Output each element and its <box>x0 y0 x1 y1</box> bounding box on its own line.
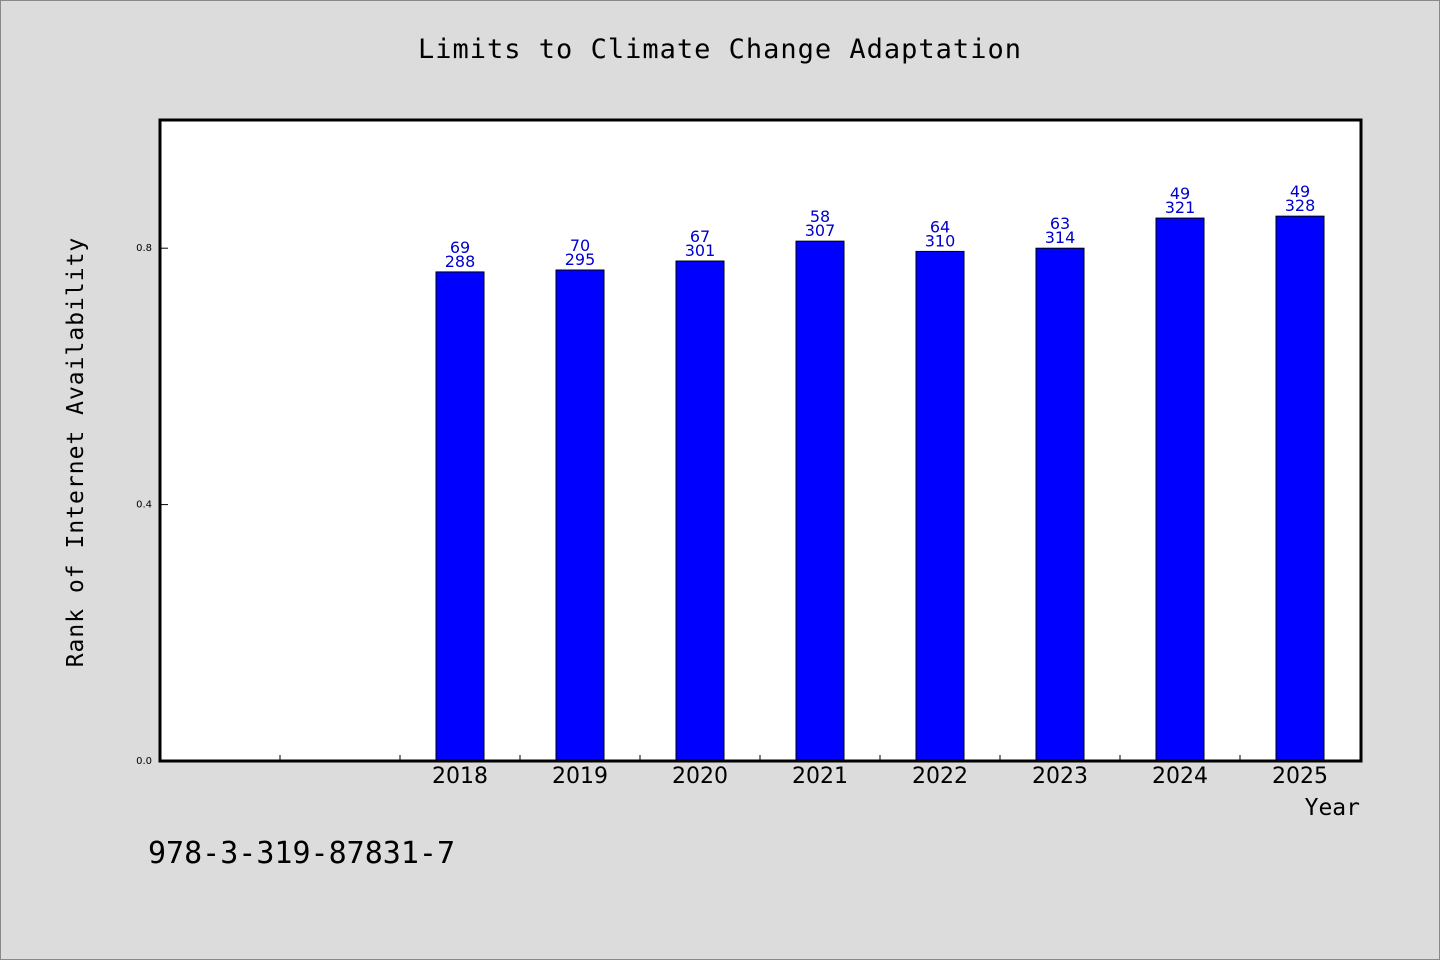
bar-label-top: 69 <box>450 238 470 257</box>
isbn-footnote: 978-3-319-87831-7 <box>148 836 456 871</box>
bar-label-top: 64 <box>930 217 950 236</box>
x-tick-label: 2023 <box>1032 764 1088 789</box>
bar-label-top: 58 <box>810 207 830 226</box>
bar <box>675 260 725 762</box>
chart-title: Limits to Climate Change Adaptation <box>418 34 1022 65</box>
bar <box>1275 215 1325 762</box>
x-tick-label: 2025 <box>1272 764 1328 789</box>
bar-label-top: 70 <box>570 236 590 255</box>
bar <box>555 269 605 762</box>
y-tick-label: 0.0 <box>136 756 152 767</box>
y-tick-label: 0.8 <box>136 243 152 254</box>
x-tick-label: 2021 <box>792 764 848 789</box>
x-tick-label: 2024 <box>1152 764 1208 789</box>
bar <box>1155 217 1205 762</box>
bar-label-bottom: 314 <box>1045 228 1076 247</box>
bar-label-bottom: 288 <box>445 252 476 271</box>
bar-label-bottom: 301 <box>685 241 716 260</box>
bar-label-top: 63 <box>1050 214 1070 233</box>
bar <box>795 240 845 762</box>
bar-label-top: 67 <box>690 227 710 246</box>
x-tick-label: 2022 <box>912 764 968 789</box>
bar-label-bottom: 295 <box>565 250 596 269</box>
bar <box>435 271 485 762</box>
bar <box>1035 247 1085 762</box>
bar-label-top: 49 <box>1290 182 1310 201</box>
plot-frame <box>158 118 1363 763</box>
bar-label-bottom: 321 <box>1165 198 1196 217</box>
bar-label-bottom: 328 <box>1285 196 1316 215</box>
x-tick-label: 2020 <box>672 764 728 789</box>
x-axis-title: Year <box>1304 795 1360 821</box>
x-tick-label: 2019 <box>552 764 608 789</box>
y-tick-label: 0.4 <box>136 500 152 511</box>
bar-label-top: 49 <box>1170 184 1190 203</box>
bar-label-bottom: 307 <box>805 221 836 240</box>
bar-label-bottom: 310 <box>925 231 956 250</box>
x-tick-label: 2018 <box>432 764 488 789</box>
bar <box>915 250 965 762</box>
